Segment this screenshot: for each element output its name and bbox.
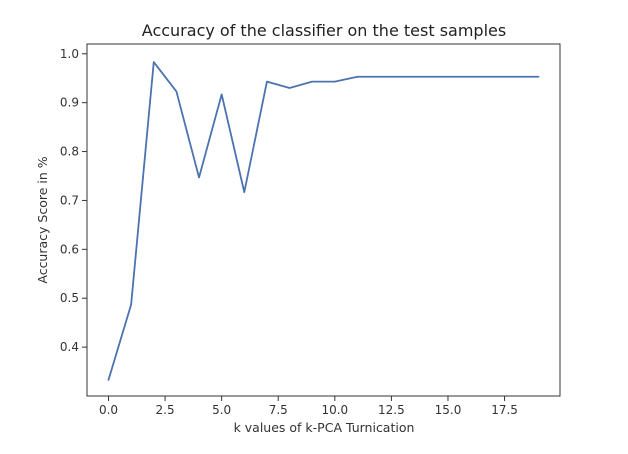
x-tick-label: 12.5 — [378, 403, 405, 417]
plot-area: 0.0 2.5 5.0 7.5 10.0 12.5 15.0 17.5 0.4 0.5 0.6 0.7… — [60, 43, 561, 417]
y-axis-label: Accuracy Score in % — [35, 156, 50, 283]
x-tick-label: 5.0 — [212, 403, 231, 417]
x-axis-label: k values of k-PCA Turnication — [234, 420, 415, 435]
plot-frame — [86, 43, 561, 397]
x-tick-label: 15.0 — [435, 403, 462, 417]
series-line-0 — [107, 61, 540, 381]
x-tick-label: 7.5 — [269, 403, 288, 417]
y-tick-label: 0.4 — [60, 340, 79, 354]
y-tick-label: 1.0 — [60, 47, 79, 61]
y-tick-label: 0.7 — [60, 193, 79, 207]
x-tick-label: 10.0 — [321, 403, 348, 417]
x-tick-label: 17.5 — [491, 403, 518, 417]
y-tick-label: 0.6 — [60, 242, 79, 256]
y-tick-label: 0.9 — [60, 96, 79, 110]
x-tick-label: 2.5 — [156, 403, 175, 417]
x-tick-label: 0.0 — [99, 403, 118, 417]
y-tick-label: 0.8 — [60, 145, 79, 159]
y-tick-label: 0.5 — [60, 291, 79, 305]
chart-title: Accuracy of the classifier on the test s… — [142, 21, 506, 40]
